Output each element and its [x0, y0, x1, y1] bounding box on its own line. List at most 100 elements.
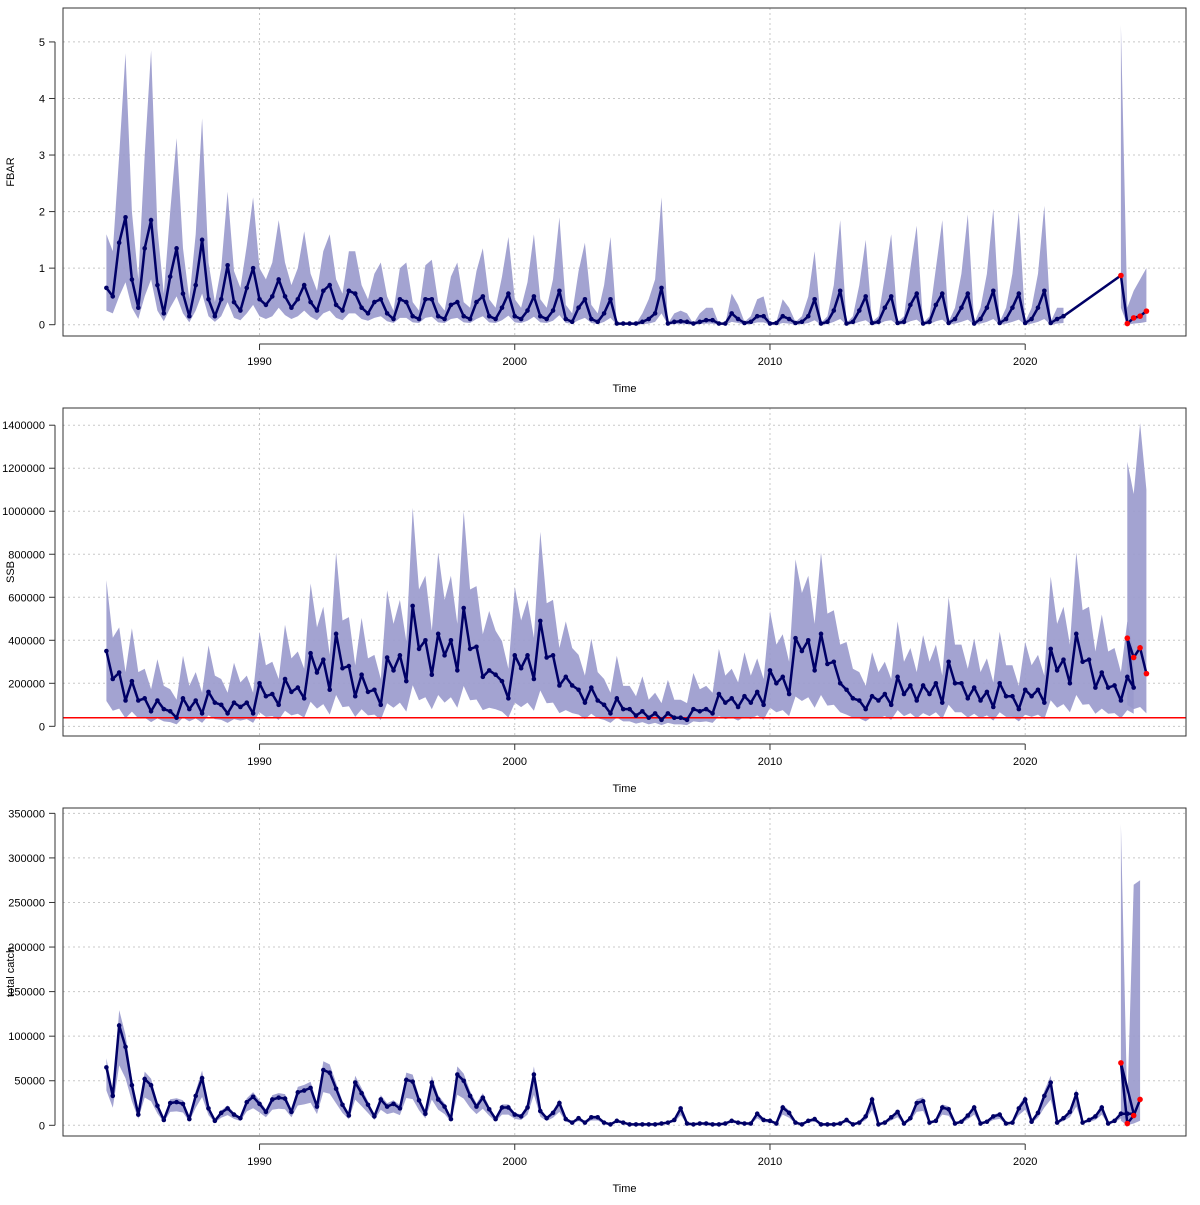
data-point	[710, 711, 715, 716]
data-point	[282, 676, 288, 682]
data-point	[1061, 1115, 1066, 1121]
data-point	[327, 687, 333, 693]
x-tick-label: 2000	[503, 356, 527, 368]
data-point	[448, 637, 454, 643]
data-point	[391, 1101, 396, 1107]
data-point	[442, 653, 447, 658]
data-point	[116, 240, 122, 245]
confidence-band	[106, 507, 1134, 726]
data-point	[927, 691, 932, 697]
data-point	[1112, 1118, 1117, 1124]
x-tick-label: 2020	[1013, 1156, 1037, 1168]
data-point	[327, 1070, 333, 1076]
data-point	[818, 1122, 824, 1127]
y-tick-label: 0	[39, 320, 45, 332]
data-point	[499, 305, 505, 311]
data-point	[461, 605, 467, 611]
data-point	[774, 1121, 779, 1126]
data-point	[397, 653, 403, 658]
y-tick-label: 300000	[8, 853, 45, 865]
data-point	[537, 618, 543, 624]
data-point	[1054, 668, 1060, 673]
forecast-point	[1137, 645, 1143, 651]
data-point	[557, 683, 562, 688]
data-point	[512, 313, 518, 319]
data-point	[289, 305, 294, 311]
data-point	[1080, 1120, 1085, 1125]
data-point	[780, 313, 786, 319]
data-point	[627, 321, 632, 326]
data-point	[716, 691, 722, 697]
data-point	[939, 1105, 945, 1110]
data-point	[1016, 1106, 1022, 1111]
data-point	[933, 302, 939, 308]
data-point	[678, 1106, 683, 1111]
data-point	[837, 1121, 843, 1126]
data-point	[467, 1093, 473, 1099]
data-point	[576, 305, 581, 311]
data-point	[206, 689, 211, 695]
data-point	[518, 316, 524, 322]
data-point	[301, 1088, 307, 1093]
data-point	[812, 296, 817, 302]
data-point	[1035, 687, 1041, 693]
data-point	[269, 1097, 275, 1102]
data-point	[352, 693, 358, 699]
x-tick-label: 1990	[247, 756, 271, 768]
data-point	[544, 655, 549, 660]
data-point	[506, 291, 511, 296]
data-point	[703, 1121, 709, 1126]
y-tick-label: 3	[39, 150, 45, 162]
data-point	[474, 644, 479, 650]
data-point	[295, 1090, 301, 1095]
data-point	[435, 631, 441, 637]
data-point	[786, 1110, 792, 1116]
data-point	[818, 321, 824, 326]
x-tick-label: 2010	[758, 756, 782, 768]
data-point	[914, 698, 920, 703]
data-point	[403, 299, 409, 305]
data-point	[691, 706, 696, 712]
data-point	[684, 1121, 690, 1126]
data-point	[142, 246, 147, 251]
forecast-point	[1143, 308, 1150, 314]
data-point	[857, 1120, 862, 1125]
data-point	[282, 1096, 288, 1101]
x-tick-label: 2000	[503, 1156, 527, 1168]
forecast-point	[1118, 1060, 1124, 1066]
data-point	[531, 294, 537, 299]
data-point	[359, 1090, 364, 1096]
data-point	[518, 1114, 524, 1119]
data-point	[671, 319, 677, 325]
data-point	[646, 715, 652, 721]
data-point	[723, 700, 728, 705]
data-point	[1105, 1121, 1111, 1126]
data-point	[289, 1109, 294, 1115]
data-point	[346, 288, 352, 294]
data-point	[161, 706, 167, 712]
data-point	[1118, 1111, 1124, 1117]
y-tick-label: 150000	[8, 987, 45, 999]
data-point	[882, 691, 888, 697]
data-point	[525, 653, 530, 658]
data-point	[442, 1104, 447, 1109]
forecast-band	[1120, 25, 1147, 325]
data-point	[486, 1106, 492, 1112]
data-point	[652, 311, 658, 316]
data-point	[825, 1122, 830, 1127]
data-point	[525, 1105, 530, 1110]
data-point	[927, 319, 932, 325]
data-point	[461, 1078, 467, 1084]
data-point	[735, 704, 741, 710]
data-point	[869, 1097, 875, 1102]
y-tick-label: 400000	[8, 635, 45, 647]
data-point	[569, 319, 575, 325]
data-point	[876, 319, 881, 325]
x-tick-label: 1990	[247, 1156, 271, 1168]
data-point	[250, 265, 256, 271]
data-point	[544, 316, 549, 322]
data-point	[391, 668, 396, 673]
data-point	[518, 665, 524, 671]
data-point	[1099, 1105, 1105, 1110]
data-point	[372, 687, 377, 693]
